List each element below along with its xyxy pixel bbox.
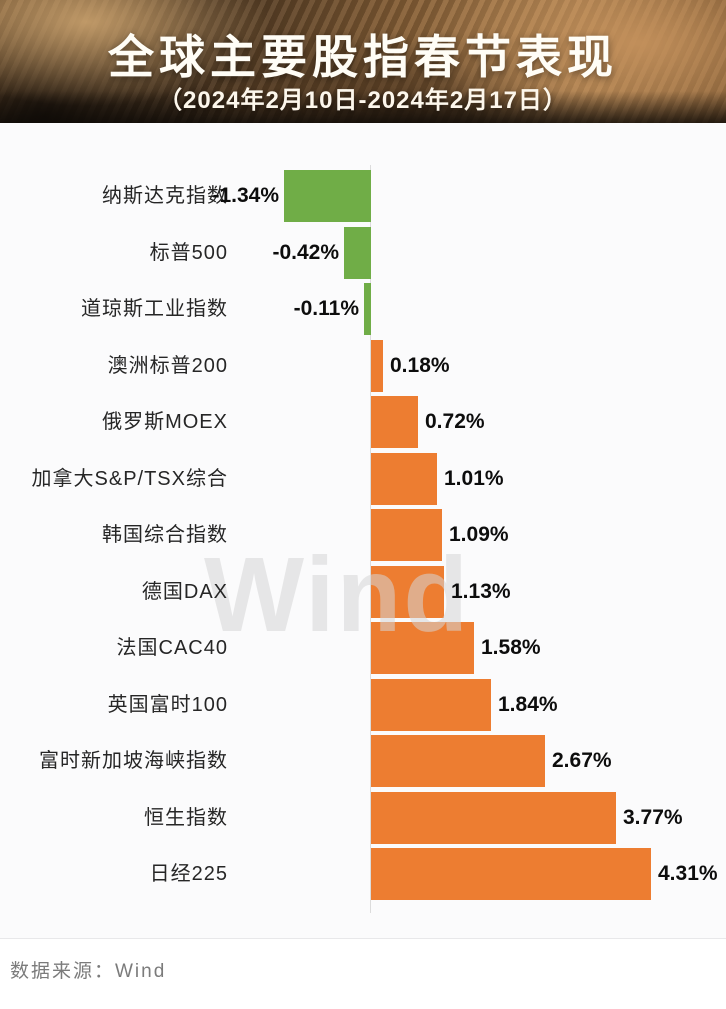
category-label: 韩国综合指数 <box>102 524 228 546</box>
positive-bar <box>371 735 545 787</box>
value-label: 1.84% <box>498 692 558 716</box>
category-label: 纳斯达克指数 <box>102 185 228 207</box>
category-label: 道琼斯工业指数 <box>81 298 228 320</box>
category-label: 俄罗斯MOEX <box>102 411 228 433</box>
page-title: 全球主要股指春节表现 <box>108 31 618 83</box>
category-label: 恒生指数 <box>144 806 228 829</box>
positive-bar <box>371 622 474 674</box>
value-label: 1.13% <box>451 579 511 603</box>
chart-row: 俄罗斯MOEX 0.72% <box>0 396 726 448</box>
value-label: -1.34% <box>212 184 279 207</box>
category-label: 标普500 <box>149 241 228 264</box>
value-label: 0.18% <box>390 353 450 377</box>
chart-row: 加拿大S&P/TSX综合 1.01% <box>0 452 726 505</box>
bar-chart: 纳斯达克指数 -1.34% 标普500 -0.42% 道琼斯工业指数 -0.11% 澳洲标普… <box>0 123 726 939</box>
negative-bar <box>364 283 371 335</box>
positive-bar <box>371 509 442 561</box>
chart-row: 纳斯达克指数 -1.34% <box>0 170 726 222</box>
category-label: 加拿大S&P/TSX综合 <box>31 467 228 490</box>
category-label: 澳洲标普200 <box>107 354 228 377</box>
positive-bar <box>371 848 651 900</box>
positive-bar <box>371 339 383 392</box>
positive-bar <box>371 565 444 618</box>
value-label: 1.01% <box>444 466 504 490</box>
negative-bar <box>344 226 371 279</box>
page-subtitle: （2024年2月10日-2024年2月17日） <box>158 87 568 114</box>
category-label: 日经225 <box>149 863 228 885</box>
positive-bar <box>371 678 491 731</box>
value-label: -0.42% <box>272 240 339 264</box>
category-label: 英国富时100 <box>107 693 228 716</box>
category-label: 法国CAC40 <box>116 637 228 659</box>
chart-row: 恒生指数 3.77% <box>0 791 726 844</box>
value-label: 1.09% <box>449 523 509 546</box>
positive-bar <box>371 396 418 448</box>
chart-row: 澳洲标普200 0.18% <box>0 339 726 392</box>
category-label: 富时新加坡海峡指数 <box>39 750 228 772</box>
value-label: 0.72% <box>425 410 485 433</box>
header-banner: 全球主要股指春节表现 （2024年2月10日-2024年2月17日） <box>0 0 726 123</box>
value-label: -0.11% <box>293 297 359 320</box>
category-label: 德国DAX <box>141 580 228 603</box>
value-label: 1.58% <box>481 636 541 659</box>
value-label: 3.77% <box>623 805 683 829</box>
chart-row: 英国富时100 1.84% <box>0 678 726 731</box>
chart-row: 法国CAC40 1.58% <box>0 622 726 674</box>
chart-row: 道琼斯工业指数 -0.11% <box>0 283 726 335</box>
positive-bar <box>371 452 437 505</box>
data-source-label: 数据来源：Wind <box>10 961 167 982</box>
chart-row: 韩国综合指数 1.09% <box>0 509 726 561</box>
value-label: 4.31% <box>658 862 718 885</box>
axis-baseline <box>370 165 371 913</box>
negative-bar <box>284 170 371 222</box>
chart-row: 标普500 -0.42% <box>0 226 726 279</box>
chart-row: 德国DAX 1.13% <box>0 565 726 618</box>
footer: 数据来源：Wind <box>0 939 726 1009</box>
chart-row: 日经225 4.31% <box>0 848 726 900</box>
positive-bar <box>371 791 616 844</box>
value-label: 2.67% <box>552 749 612 772</box>
chart-row: 富时新加坡海峡指数 2.67% <box>0 735 726 787</box>
